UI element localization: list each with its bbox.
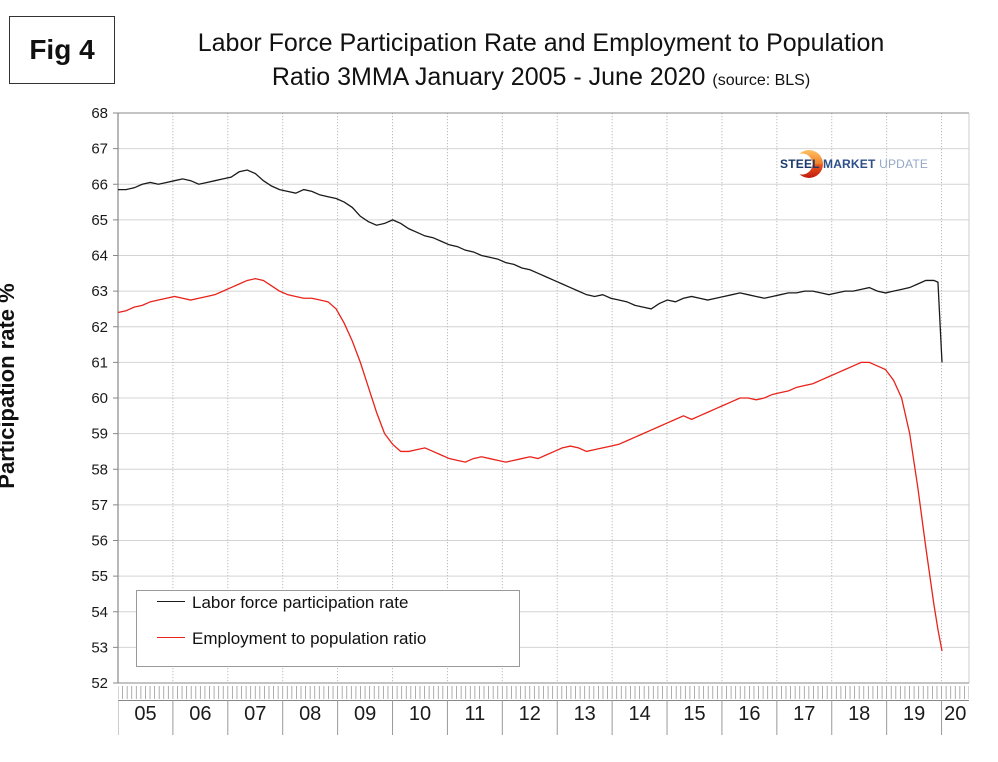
svg-text:61: 61 (91, 354, 108, 371)
svg-text:57: 57 (91, 497, 108, 514)
svg-text:56: 56 (91, 533, 108, 550)
svg-text:58: 58 (91, 461, 108, 478)
svg-text:66: 66 (91, 176, 108, 193)
svg-text:53: 53 (91, 639, 108, 656)
svg-text:65: 65 (91, 212, 108, 229)
svg-text:52: 52 (91, 675, 108, 692)
svg-text:64: 64 (91, 248, 108, 265)
svg-text:59: 59 (91, 426, 108, 443)
svg-text:67: 67 (91, 141, 108, 158)
svg-text:63: 63 (91, 283, 108, 300)
svg-text:68: 68 (91, 105, 108, 122)
svg-text:62: 62 (91, 319, 108, 336)
svg-text:54: 54 (91, 604, 108, 621)
svg-text:60: 60 (91, 390, 108, 407)
svg-text:55: 55 (91, 568, 108, 585)
